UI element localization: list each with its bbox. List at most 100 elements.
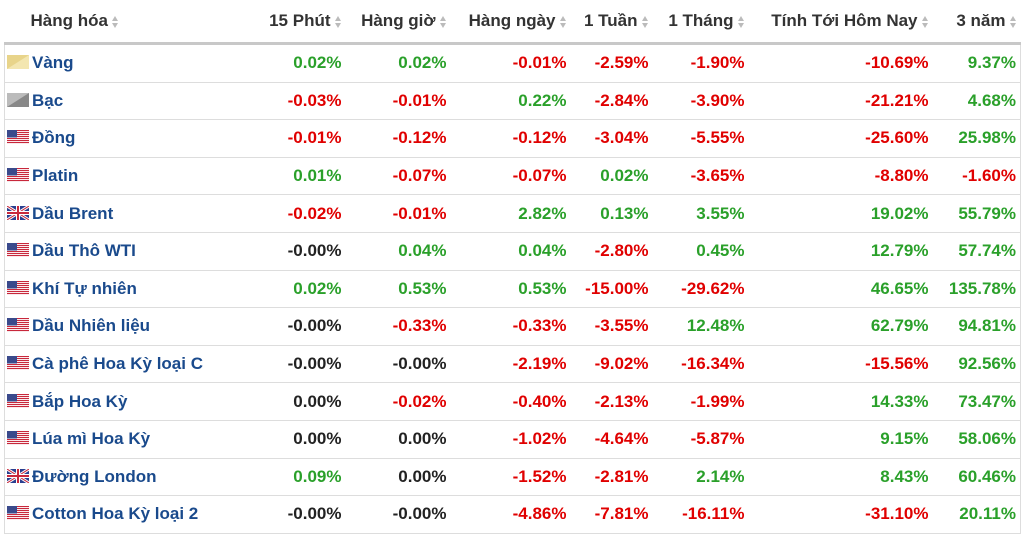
column-header[interactable]: 1 Tuần [570,0,653,45]
change-cell: 4.68% [932,82,1021,121]
percent-change: -15.00% [585,278,649,298]
percent-change: -16.11% [682,504,745,524]
commodity-link[interactable]: Bạc [32,90,64,110]
commodity-cell: Cà phê Hoa Kỳ loại C [4,345,251,384]
commodity-link[interactable]: Khí Tự nhiên [32,278,137,298]
commodity-cell: Dầu Thô WTI [4,232,251,271]
change-cell: -4.86% [450,495,571,534]
percent-change: -0.07% [392,166,447,186]
sort-icon[interactable] [921,15,929,28]
table-row: Cà phê Hoa Kỳ loại C -0.00% -0.00% -2.19% -9… [4,345,1021,384]
table-row: Bạc -0.03% -0.01% 0.22% -2.84% -3.90% -21.21% 4… [4,82,1021,121]
percent-change: -0.33% [512,316,567,336]
flag-icon [7,205,29,220]
percent-change: -3.04% [594,128,649,148]
percent-change: 9.37% [967,53,1016,73]
percent-change: 55.79% [958,203,1016,223]
sort-icon[interactable] [641,15,649,28]
sort-icon[interactable] [737,15,745,28]
percent-change: 0.09% [293,466,342,486]
commodity-cell: Bạc [4,82,251,121]
change-cell: -0.00% [250,345,346,384]
column-header[interactable]: 3 năm [932,0,1021,45]
change-cell: 0.00% [345,420,451,459]
percent-change: 0.00% [293,391,342,411]
percent-change: -0.12% [392,128,447,148]
change-cell: -0.12% [450,119,571,158]
percent-change: 0.02% [293,278,342,298]
percent-change: -0.00% [287,354,342,374]
column-header[interactable]: Tính Tới Hôm Nay [748,0,933,45]
change-cell: -2.80% [570,232,653,271]
sort-icon[interactable] [334,15,342,28]
column-header[interactable]: Hàng hóa [4,0,251,45]
percent-change: 0.53% [518,278,567,298]
commodity-link[interactable]: Lúa mì Hoa Kỳ [32,429,151,449]
table-row: Dầu Brent -0.02% -0.01% 2.82% 0.13% 3.55% 19.0… [4,194,1021,233]
commodity-cell: Đồng [4,119,251,158]
percent-change: 20.11% [959,504,1016,524]
header-text: 1 Tháng [668,11,734,30]
percent-change: 2.82% [518,203,567,223]
column-header[interactable]: 1 Tháng [652,0,749,45]
change-cell: -0.03% [250,82,346,121]
percent-change: -0.01% [392,203,447,223]
percent-change: -1.90% [690,53,745,73]
percent-change: 73.47% [958,391,1016,411]
commodity-link[interactable]: Vàng [32,53,74,73]
change-cell: 92.56% [932,345,1021,384]
column-header[interactable]: Hàng giờ [345,0,451,45]
percent-change: 19.02% [870,203,929,223]
change-cell: -0.07% [345,157,451,196]
percent-change: 0.02% [293,53,342,73]
table-row: Lúa mì Hoa Kỳ 0.00% 0.00% -1.02% -4.64% -5.87… [4,420,1021,459]
percent-change: -1.52% [512,466,567,486]
percent-change: -0.40% [512,391,567,411]
flag-icon [7,92,29,107]
change-cell: 3.55% [652,194,749,233]
header-text: Hàng ngày [468,11,556,30]
percent-change: -0.02% [287,203,342,223]
commodity-link[interactable]: Platin [32,166,79,186]
commodity-cell: Lúa mì Hoa Kỳ [4,420,251,459]
commodity-link[interactable]: Đồng [32,128,76,148]
sort-icon[interactable] [1009,15,1017,28]
change-cell: -1.02% [450,420,571,459]
percent-change: 2.14% [696,466,745,486]
change-cell: 12.79% [748,232,933,271]
percent-change: 12.48% [686,316,745,336]
commodity-link[interactable]: Bắp Hoa Kỳ [32,391,128,411]
commodity-link[interactable]: Dầu Brent [32,203,114,223]
commodity-link[interactable]: Cotton Hoa Kỳ loại 2 [32,504,199,524]
change-cell: 135.78% [932,270,1021,309]
sort-icon[interactable] [111,15,119,28]
column-header[interactable]: 15 Phút [250,0,346,45]
sort-icon[interactable] [559,15,567,28]
change-cell: 9.15% [748,420,933,459]
change-cell: -0.01% [345,82,451,121]
flag-icon [7,468,29,483]
change-cell: 2.82% [450,194,571,233]
commodity-link[interactable]: Dầu Nhiên liệu [32,316,151,336]
table-row: Khí Tự nhiên 0.02% 0.53% 0.53% -15.00% -29.62… [4,270,1021,309]
percent-change: -3.90% [690,90,745,110]
percent-change: 0.00% [293,429,342,449]
commodity-link[interactable]: Cà phê Hoa Kỳ loại C [32,354,203,374]
commodity-link[interactable]: Dầu Thô WTI [32,241,136,261]
change-cell: -0.33% [345,307,451,346]
change-cell: -29.62% [652,270,749,309]
column-header[interactable]: Hàng ngày [450,0,571,45]
sort-icon[interactable] [439,15,447,28]
change-cell: 0.04% [450,232,571,271]
flag-icon [7,280,29,295]
header-text: Hàng hóa [30,11,108,30]
change-cell: 0.02% [345,43,451,83]
change-cell: -0.00% [345,495,451,534]
change-cell: 0.02% [250,43,346,83]
commodity-link[interactable]: Đường London [32,466,157,486]
table-body: Vàng 0.02% 0.02% -0.01% -2.59% -1.90% -10.69% 9… [4,43,1021,534]
percent-change: 0.00% [398,466,447,486]
change-cell: 19.02% [748,194,933,233]
percent-change: -0.01% [287,128,342,148]
